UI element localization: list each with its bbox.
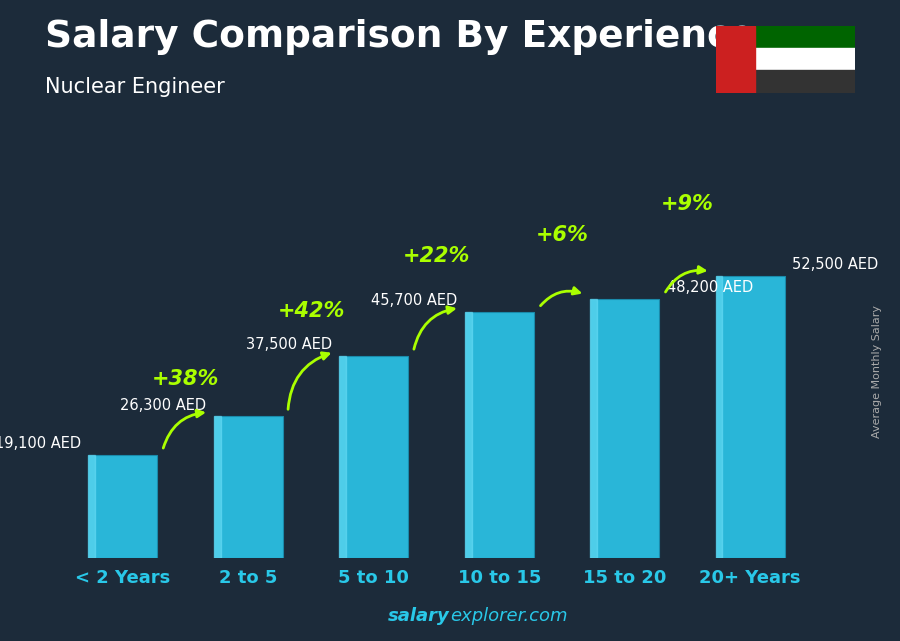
Text: +42%: +42% <box>277 301 345 321</box>
Bar <box>339 356 346 558</box>
Bar <box>88 455 95 558</box>
Bar <box>464 312 472 558</box>
Text: salary: salary <box>388 607 450 625</box>
Text: explorer.com: explorer.com <box>450 607 568 625</box>
Text: +22%: +22% <box>403 246 470 267</box>
Bar <box>88 455 158 558</box>
Bar <box>716 71 855 93</box>
Text: 45,700 AED: 45,700 AED <box>371 294 457 308</box>
Bar <box>716 276 785 558</box>
Bar <box>214 417 283 558</box>
Text: Salary Comparison By Experience: Salary Comparison By Experience <box>45 19 755 55</box>
Bar <box>716 26 755 93</box>
Text: 19,100 AED: 19,100 AED <box>0 437 81 451</box>
Bar <box>716 276 723 558</box>
Bar <box>590 299 597 558</box>
Bar <box>716 48 855 71</box>
Bar <box>464 312 534 558</box>
Text: +6%: +6% <box>536 225 589 245</box>
Text: 26,300 AED: 26,300 AED <box>121 397 206 413</box>
Text: 52,500 AED: 52,500 AED <box>792 257 878 272</box>
Bar <box>339 356 409 558</box>
Text: +38%: +38% <box>152 369 220 390</box>
Bar <box>590 299 659 558</box>
Text: +9%: +9% <box>661 194 714 214</box>
Bar <box>716 26 855 48</box>
Text: 37,500 AED: 37,500 AED <box>246 337 332 353</box>
Text: Nuclear Engineer: Nuclear Engineer <box>45 77 225 97</box>
Bar <box>214 417 220 558</box>
Text: Average Monthly Salary: Average Monthly Salary <box>872 305 883 438</box>
Text: 48,200 AED: 48,200 AED <box>667 280 753 295</box>
